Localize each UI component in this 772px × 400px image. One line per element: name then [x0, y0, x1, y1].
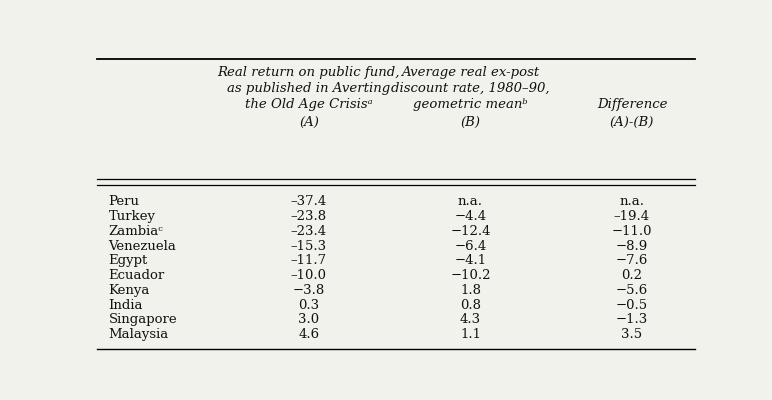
Text: −6.4: −6.4 [454, 240, 486, 252]
Text: Zambiaᶜ: Zambiaᶜ [108, 225, 163, 238]
Text: (B): (B) [460, 116, 480, 129]
Text: −4.4: −4.4 [455, 210, 486, 223]
Text: –23.4: –23.4 [291, 225, 327, 238]
Text: 0.8: 0.8 [460, 299, 481, 312]
Text: −7.6: −7.6 [616, 254, 648, 267]
Text: –10.0: –10.0 [291, 269, 327, 282]
Text: the Old Age Crisisᵃ: the Old Age Crisisᵃ [245, 98, 373, 111]
Text: Ecuador: Ecuador [108, 269, 164, 282]
Text: Peru: Peru [108, 195, 140, 208]
Text: 3.5: 3.5 [621, 328, 642, 341]
Text: 0.2: 0.2 [621, 269, 642, 282]
Text: discount rate, 1980–90,: discount rate, 1980–90, [391, 82, 550, 95]
Text: Turkey: Turkey [108, 210, 155, 223]
Text: –11.7: –11.7 [291, 254, 327, 267]
Text: –15.3: –15.3 [291, 240, 327, 252]
Text: –19.4: –19.4 [614, 210, 650, 223]
Text: Singapore: Singapore [108, 314, 177, 326]
Text: 3.0: 3.0 [298, 314, 320, 326]
Text: −0.5: −0.5 [616, 299, 648, 312]
Text: −4.1: −4.1 [455, 254, 486, 267]
Text: n.a.: n.a. [458, 195, 483, 208]
Text: India: India [108, 299, 143, 312]
Text: −10.2: −10.2 [450, 269, 491, 282]
Text: 4.6: 4.6 [298, 328, 320, 341]
Text: 4.3: 4.3 [460, 314, 481, 326]
Text: (A): (A) [299, 116, 319, 129]
Text: Kenya: Kenya [108, 284, 150, 297]
Text: −3.8: −3.8 [293, 284, 325, 297]
Text: −5.6: −5.6 [616, 284, 648, 297]
Text: −12.4: −12.4 [450, 225, 491, 238]
Text: Egypt: Egypt [108, 254, 147, 267]
Text: Venezuela: Venezuela [108, 240, 176, 252]
Text: −8.9: −8.9 [616, 240, 648, 252]
Text: Average real ex-post: Average real ex-post [401, 66, 540, 79]
Text: –23.8: –23.8 [291, 210, 327, 223]
Text: 1.8: 1.8 [460, 284, 481, 297]
Text: 1.1: 1.1 [460, 328, 481, 341]
Text: geometric meanᵇ: geometric meanᵇ [413, 98, 528, 111]
Text: Malaysia: Malaysia [108, 328, 169, 341]
Text: Real return on public fund,: Real return on public fund, [218, 66, 400, 79]
Text: n.a.: n.a. [619, 195, 645, 208]
Text: −11.0: −11.0 [611, 225, 652, 238]
Text: (A)-(B): (A)-(B) [610, 116, 654, 129]
Text: −1.3: −1.3 [616, 314, 648, 326]
Text: as published in Averting: as published in Averting [227, 82, 391, 95]
Text: Difference: Difference [597, 98, 667, 111]
Text: 0.3: 0.3 [298, 299, 320, 312]
Text: –37.4: –37.4 [291, 195, 327, 208]
